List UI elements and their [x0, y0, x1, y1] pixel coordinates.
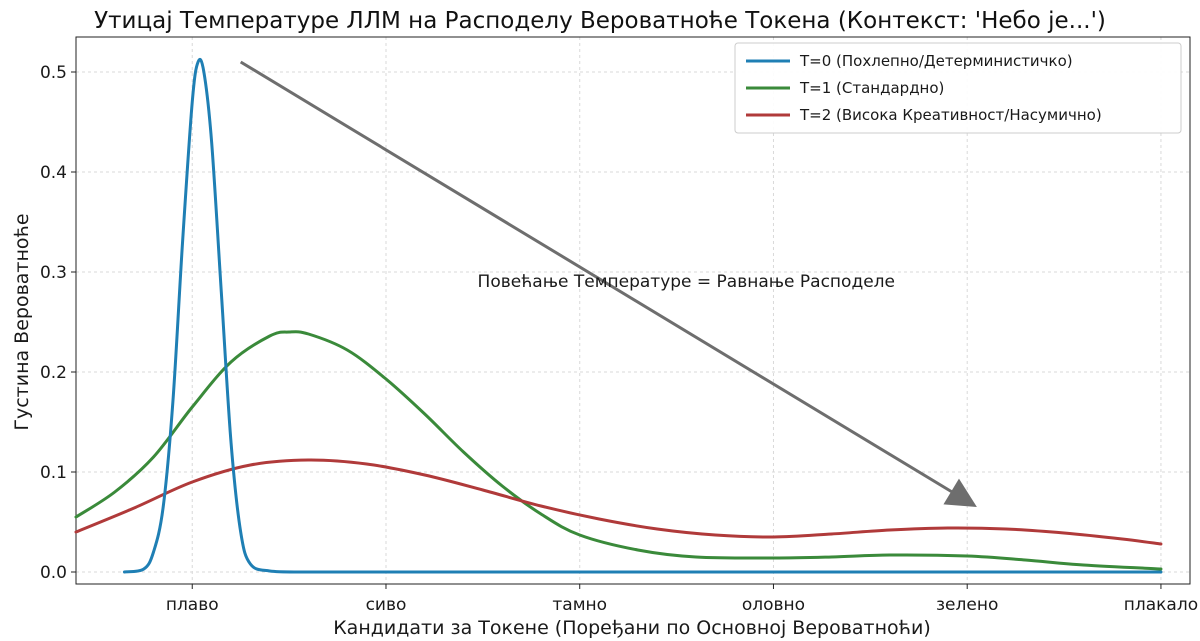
legend-label-2: T=2 (Висока Креативност/Насумично)	[799, 106, 1102, 124]
legend-label-1: T=1 (Стандардно)	[799, 79, 944, 97]
series-line-0	[122, 57, 1163, 574]
x-tick-label: плаво	[166, 595, 219, 615]
legend-label-0: T=0 (Похлепно/Детерминистичко)	[799, 52, 1073, 70]
x-tick-label: зелено	[936, 595, 998, 615]
series-line-2	[74, 458, 1163, 546]
x-axis-ticks: плаво сиво тамно оловно зелено плакало	[166, 584, 1198, 615]
y-tick-label: 0.4	[40, 163, 67, 183]
plot-frame	[75, 36, 1191, 585]
series-lines	[74, 57, 1163, 574]
y-tick-label: 0.2	[40, 363, 67, 383]
x-tick-label: плакало	[1124, 595, 1198, 615]
series-line-1	[74, 330, 1163, 571]
chart-title: Утицај Температуре ЛЛМ на Расподелу Веро…	[94, 8, 1106, 34]
annotation: Повећање Температуре = Равнање Расподеле	[239, 60, 977, 507]
x-tick-label: тамно	[552, 595, 607, 615]
legend-box	[734, 42, 1182, 134]
y-tick-label: 0.3	[40, 263, 67, 283]
y-tick-label: 0.1	[40, 463, 67, 483]
x-tick-label: сиво	[366, 595, 407, 615]
annotation-text: Повећање Температуре = Равнање Расподеле	[478, 272, 895, 292]
legend-items: T=0 (Похлепно/Детерминистичко) T=1 (Станд…	[746, 52, 1102, 124]
y-tick-label: 0.0	[40, 563, 67, 583]
y-axis-label: Густина Вероватноће	[11, 213, 33, 430]
y-axis-ticks: 0.0 0.1 0.2 0.3 0.4 0.5	[40, 63, 76, 583]
annotation-arrow-head	[943, 478, 977, 507]
legend: T=0 (Похлепно/Детерминистичко) T=1 (Станд…	[734, 42, 1182, 134]
x-tick-label: оловно	[742, 595, 805, 615]
annotation-arrow-shaft	[239, 60, 954, 494]
x-axis-label: Кандидати за Токене (Поређани по Основно…	[333, 617, 931, 639]
y-tick-label: 0.5	[40, 63, 67, 83]
